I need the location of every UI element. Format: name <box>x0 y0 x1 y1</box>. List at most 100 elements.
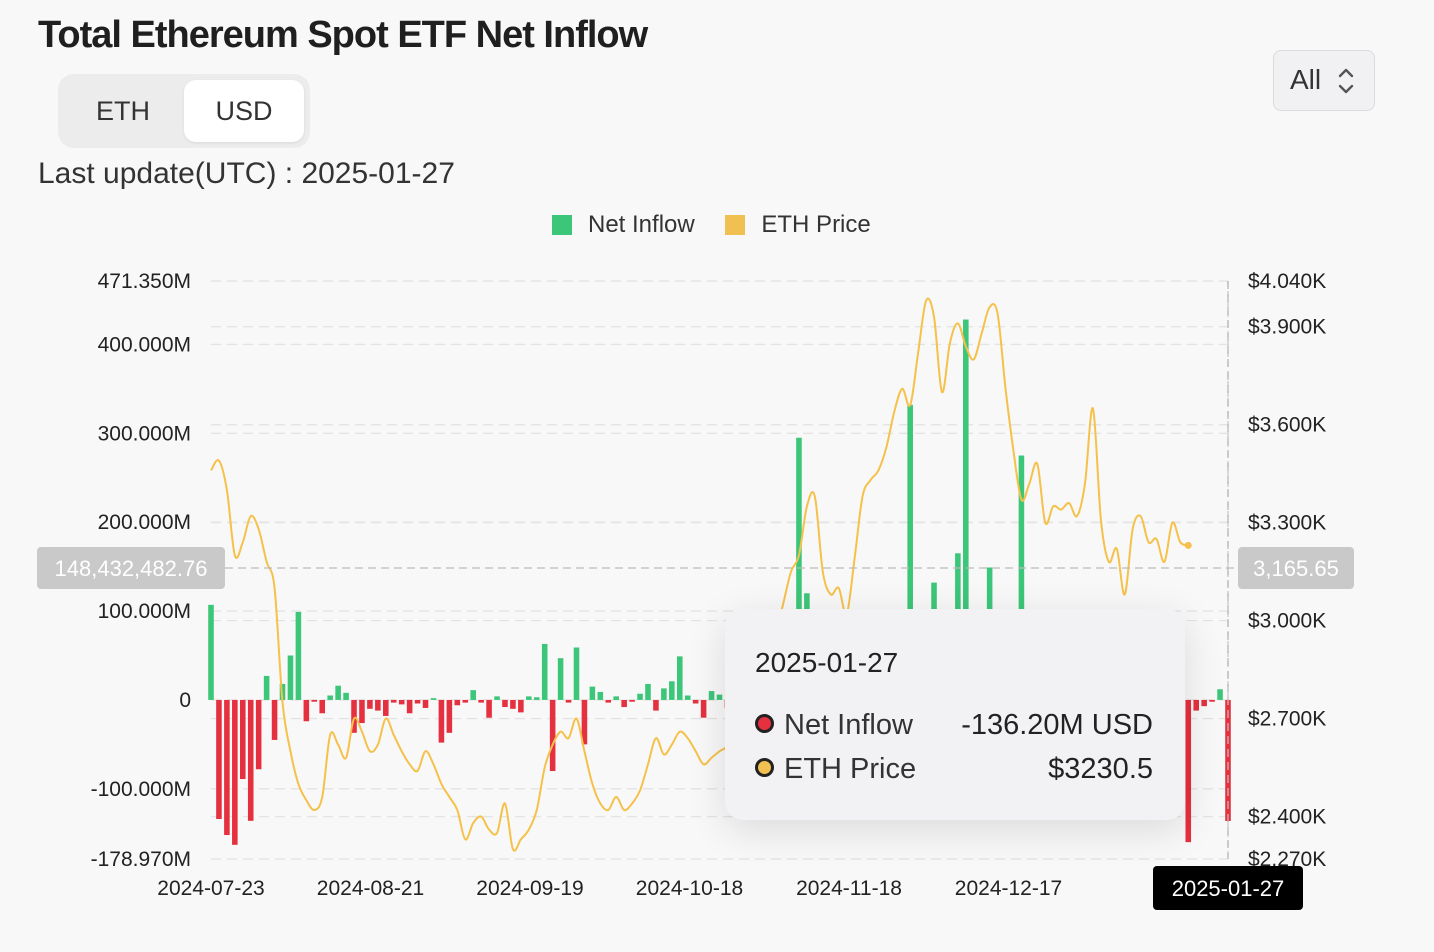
inflow-bar-positive <box>684 695 691 700</box>
inflow-bar-negative <box>692 699 699 704</box>
inflow-bar-negative <box>478 699 484 703</box>
y-right-tick-label: $3.300K <box>1248 512 1326 535</box>
inflow-bar-negative <box>359 699 365 724</box>
x-tick-label: 2024-09-19 <box>476 877 583 900</box>
y-right-tick-label: $3.600K <box>1248 414 1326 437</box>
inflow-bar-positive <box>557 658 564 700</box>
usd-toggle-button[interactable]: USD <box>184 80 304 142</box>
inflow-bar-positive <box>343 692 349 700</box>
x-tick-label: 2024-11-18 <box>796 877 902 900</box>
inflow-bar-negative <box>367 699 373 709</box>
inflow-bar-positive <box>541 643 548 700</box>
inflow-bar-negative <box>255 699 262 770</box>
inflow-bar-negative <box>1225 699 1231 821</box>
eth-price-path <box>210 297 1189 852</box>
y-left-tick-label: -100.000M <box>91 778 191 801</box>
inflow-bar-negative <box>518 699 524 713</box>
inflow-bar-negative <box>510 699 516 709</box>
inflow-bar-negative <box>581 699 588 745</box>
inflow-bar-negative <box>232 699 238 845</box>
legend-label-net-inflow: Net Inflow <box>588 211 695 238</box>
y-right-tick-label: $2.400K <box>1248 806 1326 829</box>
inflow-bar-positive <box>494 696 500 700</box>
time-range-select[interactable]: All <box>1273 50 1375 111</box>
inflow-bar-positive <box>263 675 270 700</box>
inflow-bar-negative <box>383 699 389 716</box>
inflow-bar-negative <box>406 699 413 714</box>
tooltip-inflow-value: -136.20M USD <box>961 709 1153 741</box>
inflow-bar-negative <box>565 699 572 703</box>
inflow-bar-negative <box>303 699 310 722</box>
inflow-bar-positive <box>669 681 675 700</box>
y-right-tick-label: $2.700K <box>1248 708 1326 731</box>
tooltip-price-value: $3230.5 <box>1048 753 1153 785</box>
x-tick-label: 2024-10-18 <box>636 877 743 900</box>
crosshair-date-value: 2025-01-27 <box>1172 876 1285 901</box>
inflow-bar-negative <box>1185 699 1192 843</box>
inflow-bar-negative <box>224 699 230 836</box>
inflow-bar-positive <box>963 319 969 700</box>
y-left-tick-label: -178.970M <box>91 848 191 871</box>
crosshair-right-value: 3,165.65 <box>1253 556 1339 581</box>
legend-item-net-inflow[interactable]: Net Inflow <box>552 211 695 239</box>
gridlines <box>211 280 1228 860</box>
inflow-bar-positive <box>645 683 651 700</box>
x-tick-label: 2024-08-21 <box>317 877 424 900</box>
y-left-tick-label: 300.000M <box>98 422 191 445</box>
inflow-bar-negative <box>605 699 612 703</box>
legend-label-eth-price: ETH Price <box>761 211 871 238</box>
inflow-bar-positive <box>335 685 341 700</box>
x-tick-label: 2024-07-23 <box>157 877 264 900</box>
y-right-tick-label: $3.000K <box>1248 610 1326 633</box>
inflow-bar-negative <box>216 699 222 820</box>
legend-swatch-green <box>552 215 572 235</box>
tooltip-price-label: ETH Price <box>784 753 917 785</box>
inflow-bar-positive <box>613 696 619 700</box>
y-left-tick-label: 400.000M <box>98 333 191 356</box>
eth-price-line <box>210 297 1192 852</box>
inflow-bar-negative <box>700 699 707 718</box>
inflow-bar-negative <box>398 699 405 705</box>
y-right-tick-label: $4.040K <box>1248 270 1326 293</box>
tooltip-row-inflow: Net Inflow -136.20M USD <box>755 709 1155 742</box>
inflow-bar-negative <box>549 699 556 772</box>
tooltip-inflow-label: Net Inflow <box>784 709 913 741</box>
crosshair-left-value: 148,432,482.76 <box>55 556 208 581</box>
inflow-bar-positive <box>676 656 683 700</box>
inflow-bar-positive <box>589 686 596 700</box>
chart-legend: Net Inflow ETH Price <box>552 211 895 239</box>
inflow-bar-negative <box>1201 699 1207 707</box>
last-update-text: Last update(UTC) : 2025-01-27 <box>38 157 455 190</box>
inflow-bar-negative <box>446 699 453 733</box>
inflow-bar-positive <box>430 698 437 700</box>
inflow-bar-negative <box>1193 699 1199 711</box>
eth-price-point <box>1184 541 1192 549</box>
inflow-bar-positive <box>470 690 476 700</box>
inflow-bar-negative <box>462 699 469 703</box>
chart-tooltip: 2025-01-27 Net Inflow -136.20M USD ETH P… <box>725 609 1185 820</box>
inflow-bar-negative <box>1209 699 1215 702</box>
inflow-bar-positive <box>327 695 333 700</box>
inflow-bar-negative <box>653 699 659 711</box>
tooltip-row-price: ETH Price $3230.5 <box>755 753 1155 786</box>
inflow-bar-negative <box>271 699 278 740</box>
inflow-bar-positive <box>597 691 604 700</box>
inflow-bar-positive <box>661 688 667 700</box>
inflow-bar-positive <box>287 655 294 700</box>
inflow-bar-positive <box>295 611 302 700</box>
inflow-bar-positive <box>208 604 214 700</box>
inflow-bar-positive <box>533 697 540 700</box>
inflow-bar-negative <box>621 699 627 708</box>
inflow-bar-positive <box>796 437 802 700</box>
yellow-dot-icon <box>755 758 774 777</box>
legend-item-eth-price[interactable]: ETH Price <box>725 211 871 239</box>
inflow-bar-positive <box>526 696 532 700</box>
tooltip-date: 2025-01-27 <box>755 647 899 678</box>
time-range-value: All <box>1290 64 1322 95</box>
page-title: Total Ethereum Spot ETF Net Inflow <box>38 14 648 56</box>
axes: 471.350M 400.000M 300.000M 200.000M 100.000M… <box>91 270 1327 900</box>
eth-toggle-button[interactable]: ETH <box>96 96 150 126</box>
inflow-bar-negative <box>351 699 357 733</box>
inflow-bar-positive <box>1018 455 1025 700</box>
